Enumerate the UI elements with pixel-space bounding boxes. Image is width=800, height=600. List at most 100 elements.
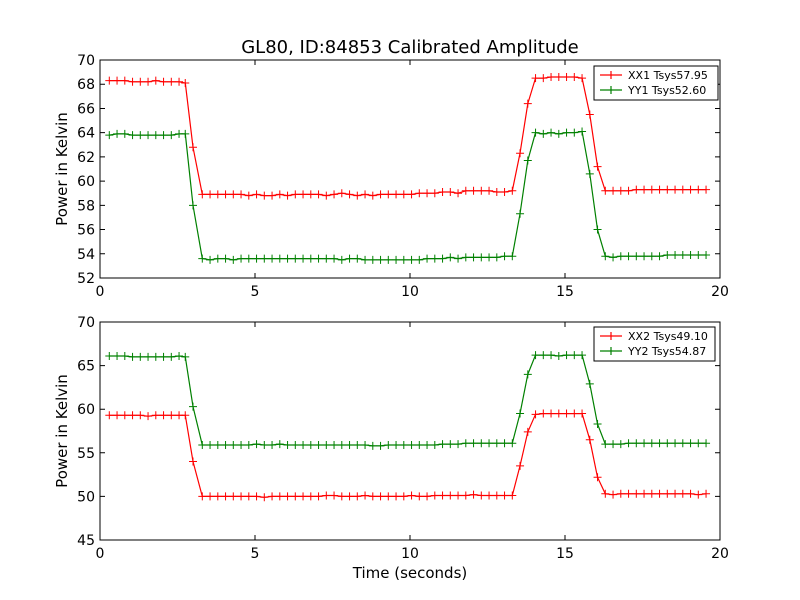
data-point	[206, 255, 215, 264]
data-point	[446, 491, 455, 500]
x-tick-label: 15	[556, 546, 574, 562]
data-point	[547, 128, 556, 137]
data-point	[469, 439, 478, 448]
data-point	[198, 440, 207, 449]
y-tick-label: 60	[77, 174, 95, 190]
data-point	[694, 250, 703, 259]
data-point	[167, 352, 176, 361]
data-point	[609, 440, 618, 449]
data-point	[601, 252, 610, 261]
data-point	[268, 254, 277, 263]
data-point	[678, 250, 687, 259]
y-tick-label: 68	[77, 77, 95, 93]
data-point	[415, 492, 424, 501]
data-point	[578, 409, 587, 418]
data-point	[446, 188, 455, 197]
data-point	[384, 255, 393, 264]
data-point	[392, 190, 401, 199]
legend-label: XX2 Tsys49.10	[628, 330, 708, 343]
data-point	[252, 440, 261, 449]
data-point	[585, 435, 594, 444]
data-point	[601, 489, 610, 498]
data-point	[554, 129, 563, 138]
data-point	[655, 185, 664, 194]
data-point	[120, 76, 129, 85]
data-point	[609, 490, 618, 499]
data-point	[399, 492, 408, 501]
data-point	[345, 492, 354, 501]
data-point	[237, 254, 246, 263]
data-point	[268, 440, 277, 449]
data-point	[438, 188, 447, 197]
data-point	[105, 131, 114, 140]
data-point	[624, 186, 633, 195]
data-point	[539, 74, 548, 83]
data-point	[221, 254, 230, 263]
y-axis-label: Power in Kelvin	[53, 374, 71, 488]
data-point	[516, 409, 525, 418]
data-point	[213, 492, 222, 501]
data-point	[337, 440, 346, 449]
data-point	[562, 72, 571, 81]
data-point	[151, 411, 160, 420]
data-point	[477, 253, 486, 262]
data-point	[175, 77, 184, 86]
data-point	[500, 439, 509, 448]
data-point	[578, 351, 587, 360]
data-point	[477, 491, 486, 500]
y-tick-label: 56	[77, 223, 95, 239]
data-point	[136, 411, 145, 420]
data-point	[562, 128, 571, 137]
y-tick-label: 70	[77, 53, 95, 69]
data-point	[275, 190, 284, 199]
data-point	[430, 189, 439, 198]
data-point	[275, 440, 284, 449]
legend-swatch	[600, 86, 622, 94]
data-point	[384, 492, 393, 501]
data-point	[189, 402, 197, 411]
data-point	[252, 190, 261, 199]
data-point	[299, 492, 308, 501]
y-tick-label: 66	[77, 101, 95, 117]
data-point	[585, 169, 594, 178]
data-point	[446, 253, 455, 262]
data-point	[330, 440, 339, 449]
data-point	[244, 440, 253, 449]
data-point	[368, 441, 377, 450]
data-point	[492, 491, 501, 500]
data-point	[640, 185, 649, 194]
data-point	[554, 352, 563, 361]
data-point	[663, 439, 672, 448]
data-point	[578, 74, 587, 83]
data-point	[632, 439, 641, 448]
data-point	[189, 201, 197, 210]
y-axis-label: Power in Kelvin	[53, 112, 71, 226]
data-point	[539, 129, 548, 138]
data-point	[136, 352, 145, 361]
data-point	[275, 492, 284, 501]
data-point	[616, 186, 625, 195]
data-point	[570, 72, 579, 81]
data-point	[113, 411, 122, 420]
data-point	[547, 409, 556, 418]
data-point	[314, 492, 323, 501]
data-point	[167, 411, 176, 420]
data-point	[508, 186, 517, 195]
data-point	[260, 191, 269, 200]
data-point	[299, 254, 308, 263]
legend-swatch	[600, 332, 622, 340]
y-tick-label: 45	[77, 533, 95, 549]
data-point	[144, 352, 153, 361]
data-point	[237, 190, 246, 199]
x-tick-label: 5	[251, 284, 260, 300]
data-point	[167, 131, 176, 140]
data-point	[128, 352, 137, 361]
data-point	[283, 492, 292, 501]
data-point	[663, 250, 672, 259]
data-point	[206, 440, 215, 449]
data-point	[461, 439, 470, 448]
data-point	[531, 128, 540, 137]
data-point	[516, 209, 525, 218]
data-point	[624, 489, 633, 498]
